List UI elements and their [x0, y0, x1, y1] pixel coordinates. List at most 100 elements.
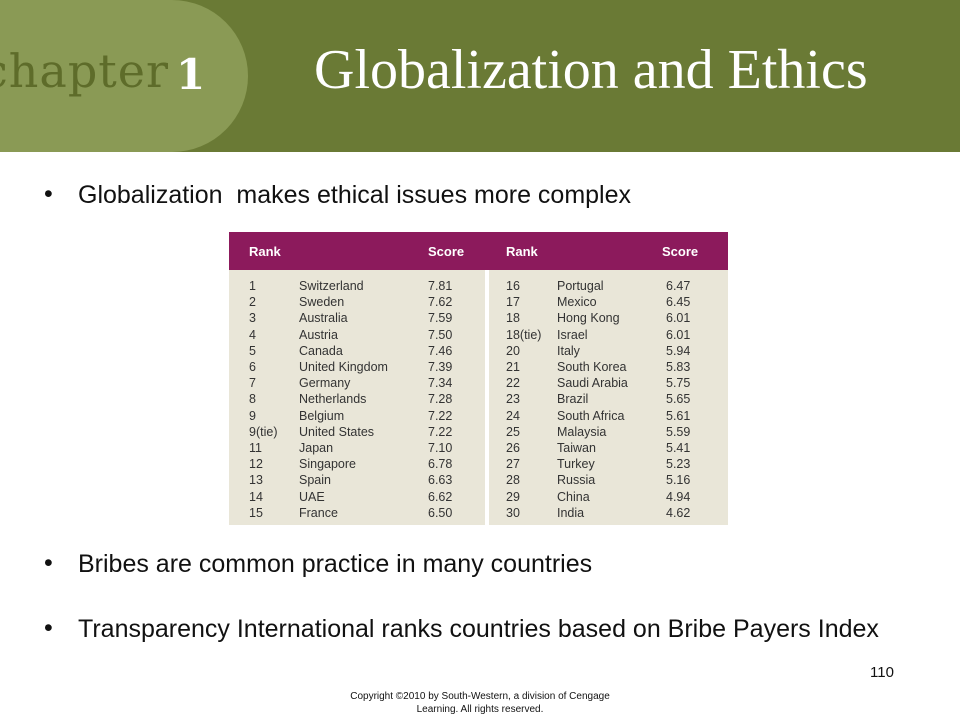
table-cell-score: 4.94: [666, 489, 691, 504]
table-cell-rank: 5: [249, 343, 256, 358]
table-cell-rank: 26: [506, 441, 520, 455]
table-cell-country: Italy: [557, 343, 580, 358]
table-cell-score: 6.50: [428, 505, 453, 520]
bullet-dot: •: [44, 549, 53, 577]
table-cell-country: Hong Kong: [557, 311, 620, 326]
table-cell-rank: 25: [506, 424, 520, 439]
table-cell-score: 7.34: [428, 376, 453, 391]
table-cell-country: Portugal: [557, 279, 604, 293]
table-cell-score: 7.59: [428, 311, 453, 326]
table-header: Rank Score Rank Score: [229, 232, 728, 270]
table-cell-score: 7.81: [428, 279, 453, 293]
table-cell-country: Israel: [557, 327, 588, 342]
table-cell-rank: 20: [506, 343, 520, 358]
table-cell-score: 7.39: [428, 360, 453, 374]
table-cell-rank: 7: [249, 376, 256, 391]
table-cell-rank: 15: [249, 505, 263, 520]
table-cell-country: Spain: [299, 473, 331, 488]
table-cell-rank: 14: [249, 489, 263, 504]
table-cell-score: 6.78: [428, 457, 453, 472]
table-cell-score: 7.46: [428, 343, 453, 358]
table-cell-rank: 11: [249, 441, 262, 455]
table-cell-rank: 3: [249, 311, 256, 326]
table-cell-rank: 2: [249, 295, 256, 310]
table-cell-rank: 18(tie): [506, 327, 542, 342]
table-cell-country: Canada: [299, 343, 343, 358]
table-cell-country: United States: [299, 424, 375, 439]
header-score-left: Score: [428, 244, 465, 259]
table-cell-score: 7.62: [428, 295, 453, 310]
table-cell-country: Germany: [299, 376, 351, 391]
bullet-1: • Globalization makes ethical issues mor…: [44, 180, 908, 210]
table-cell-rank: 9(tie): [249, 424, 278, 439]
table-cell-country: Sweden: [299, 295, 345, 310]
bullet-dot: •: [44, 180, 53, 208]
table-cell-score: 7.28: [428, 392, 453, 407]
copyright-line: Copyright ©2010 by South-Western, a divi…: [350, 691, 610, 702]
table-cell-rank: 12: [249, 457, 263, 472]
bullet-2: • Bribes are common practice in many cou…: [44, 549, 908, 579]
table-cell-score: 7.10: [428, 441, 453, 455]
table-cell-score: 5.94: [666, 343, 691, 358]
bullet-text: Globalization makes ethical issues more …: [78, 181, 632, 209]
table-cell-rank: 22: [506, 376, 520, 391]
table-cell-country: Austria: [299, 327, 338, 342]
bribe-payers-table: Rank Score Rank Score 1 Switzerland 7.81 2 S…: [229, 232, 728, 525]
table-cell-score: 5.59: [666, 424, 691, 439]
table-cell-rank: 21: [506, 360, 520, 374]
table-cell-country: Saudi Arabia: [557, 376, 628, 391]
chapter-label: chapter: [0, 44, 169, 98]
table-cell-score: 7.22: [428, 424, 453, 439]
header-band: chapter 1 Globalization and Ethics: [0, 0, 960, 152]
table-cell-score: 5.65: [666, 392, 691, 407]
table-cell-country: India: [557, 505, 585, 520]
table-cell-country: Russia: [557, 473, 596, 488]
table-cell-score: 6.62: [428, 489, 453, 504]
table-cell-score: 6.45: [666, 295, 691, 310]
table-cell-country: Australia: [299, 311, 348, 326]
chapter-number: 1: [176, 50, 206, 99]
copyright-notice: Copyright ©2010 by South-Western, a divi…: [330, 690, 630, 716]
header-score-right: Score: [662, 244, 699, 259]
table-cell-rank: 29: [506, 489, 520, 504]
table-cell-score: 5.75: [666, 376, 691, 391]
table-cell-rank: 24: [506, 408, 520, 423]
table-cell-country: Switzerland: [299, 279, 364, 293]
bullet-dot: •: [44, 614, 53, 642]
table-cell-rank: 27: [506, 457, 520, 472]
table-cell-rank: 13: [249, 473, 263, 488]
table-cell-score: 7.22: [428, 408, 453, 423]
table-cell-country: France: [299, 505, 338, 520]
table-cell-score: 7.50: [428, 327, 453, 342]
table-cell-rank: 28: [506, 473, 520, 488]
table-cell-country: United Kingdom: [299, 360, 388, 374]
table-cell-score: 5.83: [666, 360, 691, 374]
table-cell-rank: 6: [249, 360, 256, 374]
slide-title: Globalization and Ethics: [314, 39, 868, 101]
table-cell-score: 6.01: [666, 327, 691, 342]
table-cell-country: Brazil: [557, 392, 589, 407]
table-cell-country: Netherlands: [299, 392, 367, 407]
table-cell-rank: 18: [506, 311, 520, 326]
table-cell-score: 4.62: [666, 505, 691, 520]
table-cell-country: UAE: [299, 489, 325, 504]
table-cell-country: China: [557, 489, 590, 504]
table-cell-country: Malaysia: [557, 424, 607, 439]
page-number: 110: [870, 664, 894, 681]
table-cell-rank: 30: [506, 505, 520, 520]
copyright-line: Learning. All rights reserved.: [416, 704, 544, 715]
bullet-3: • Transparency International ranks count…: [44, 614, 908, 644]
header-rank-left: Rank: [249, 244, 281, 259]
bullet-text: Transparency International ranks countri…: [78, 615, 879, 643]
table-cell-rank: 8: [249, 392, 256, 407]
table-cell-score: 5.23: [666, 457, 691, 472]
table-cell-rank: 4: [249, 327, 256, 342]
header-rank-right: Rank: [506, 244, 538, 259]
table-cell-country: South Africa: [557, 408, 625, 423]
table-cell-score: 6.01: [666, 311, 691, 326]
column-divider: [485, 270, 489, 525]
table-cell-country: Belgium: [299, 408, 345, 423]
table-cell-country: Mexico: [557, 295, 597, 310]
table-cell-rank: 17: [506, 295, 520, 310]
table-cell-country: Taiwan: [557, 441, 596, 455]
